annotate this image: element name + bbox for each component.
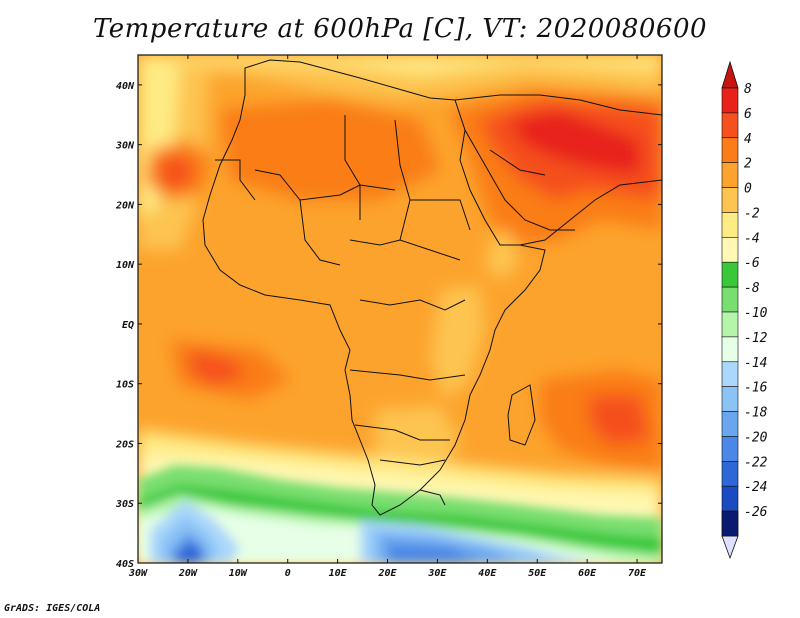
lon-tick-label: 60E [578,568,597,579]
colorbar-swatch [721,510,739,537]
colorbar-label: -14 [744,356,767,371]
map-frame [137,54,663,564]
colorbar-label: -2 [744,206,760,221]
lat-tick-label: 30S [115,499,134,510]
lon-tick-label: 30E [427,568,447,579]
colorbar-bottom-triangle [721,535,739,560]
colorbar-swatch [721,137,739,163]
lat-tick-label: 10S [116,380,134,391]
colorbar-label: -12 [744,331,768,346]
colorbar-label: -22 [744,455,768,470]
coastlines [202,59,662,516]
lat-tick-label: EQ [122,320,134,331]
lon-tick-label: 30W [128,568,148,579]
colorbar-label: -26 [744,505,768,520]
lat-tick-label: 20N [115,200,135,211]
lat-tick-label: 10N [116,260,135,271]
lon-tick-label: 10W [229,568,248,579]
lon-tick-label: 20E [377,568,397,579]
colorbar: 8 6 4 2 0 -2 -4 -6 -8 -10 -12 -14 -16 -18 -20 -22 -24 -26 [721,60,768,560]
colorbar-label: -8 [744,281,760,296]
latitude-ticks: 40N 30N 20N 10N EQ 10S 20S 30S 40S [115,81,662,570]
colorbar-swatch [721,311,739,338]
colorbar-swatch [721,436,739,462]
colorbar-swatch [721,411,739,437]
colorbar-label: -24 [744,480,767,495]
lon-tick-label: 70E [628,568,647,579]
colorbar-swatch [721,485,739,512]
colorbar-swatch [721,162,739,188]
colorbar-swatch [721,361,739,387]
colorbar-label: 6 [744,107,752,122]
colorbar-swatch [721,237,739,263]
colorbar-label: -10 [744,306,768,321]
colorbar-swatch [721,286,739,313]
colorbar-swatch [721,87,739,114]
colorbar-swatch [721,461,739,487]
colorbar-label: -18 [744,406,768,421]
colorbar-label: -20 [744,430,768,445]
lat-tick-label: 40N [116,81,135,92]
colorbar-swatch [721,212,739,238]
credit-text: GrADS: IGES/COLA [4,603,101,614]
temperature-field [138,55,662,563]
lon-tick-label: 10E [329,568,348,579]
colorbar-swatch [721,112,739,139]
colorbar-swatch [721,336,739,363]
lon-tick-label: 20W [178,568,198,579]
lat-tick-label: 30N [115,141,135,152]
lat-tick-label: 20S [115,439,134,450]
colorbar-label: 0 [744,182,752,197]
colorbar-label: 8 [744,82,752,97]
colorbar-label: 2 [744,157,752,172]
colorbar-label: -6 [744,256,760,271]
colorbar-swatch [721,187,739,213]
colorbar-label: -16 [744,381,768,396]
lon-tick-label: 40E [478,568,497,579]
colorbar-swatch [721,386,739,412]
colorbar-label: 4 [744,132,752,147]
longitude-ticks: 30W 20W 10W 0 10E 20E 30E 40E 50E 60E 70E [128,55,647,579]
colorbar-label: -4 [744,231,760,246]
lon-tick-label: 0 [285,568,291,579]
lon-tick-label: 50E [528,568,547,579]
map-title: Temperature at 600hPa [C], VT: 202008060… [92,14,708,44]
lat-tick-label: 40S [116,559,134,570]
colorbar-swatch [721,261,739,288]
colorbar-top-triangle [721,60,739,89]
